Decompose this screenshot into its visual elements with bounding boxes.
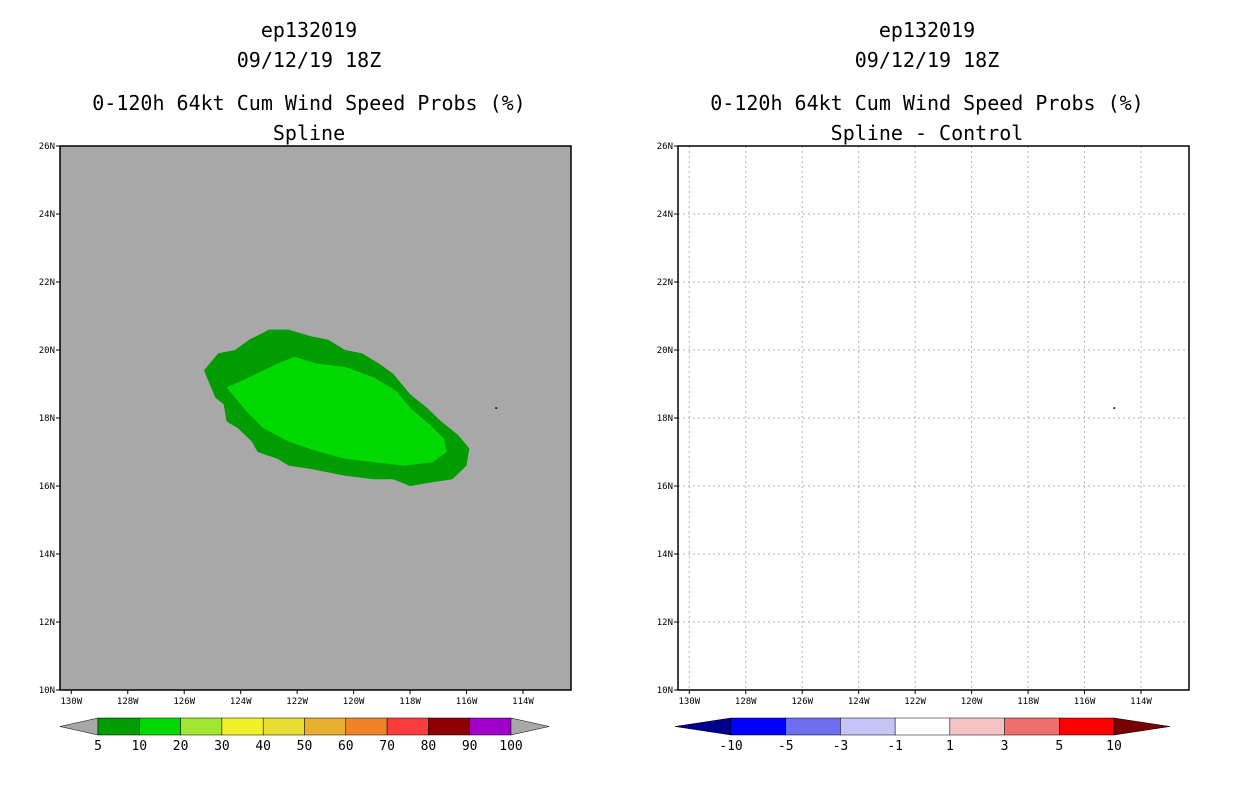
colorbar-label: 10 [131, 739, 147, 754]
colorbar-label: 50 [297, 739, 313, 754]
storm-marker [1113, 407, 1116, 409]
colorbar-swatch [949, 717, 1005, 736]
colorbar-over-arrow [510, 717, 550, 736]
colorbar-label: 100 [499, 739, 522, 754]
colorbar-swatch [345, 717, 388, 736]
x-tick-label: 118W [1017, 697, 1039, 707]
colorbar-swatch [262, 717, 305, 736]
colorbar-swatch [386, 717, 429, 736]
x-tick-label: 116W [456, 697, 478, 707]
colorbar-label: -1 [887, 739, 903, 754]
colorbar-swatch [221, 717, 264, 736]
x-tick-label: 130W [678, 697, 700, 707]
colorbar-swatch [1059, 717, 1115, 736]
colorbar: -10 -5 -3 -1 1 3 5 10 [674, 717, 1171, 754]
title-line-1: ep132019 [261, 18, 357, 42]
x-tick-label: 126W [791, 697, 813, 707]
title-line-2: 09/12/19 18Z [855, 48, 1000, 72]
x-tick-label: 118W [399, 697, 421, 707]
x-tick-label: 126W [173, 697, 195, 707]
y-tick-label: 12N [39, 618, 55, 628]
colorbar-label: 60 [338, 739, 354, 754]
colorbar-swatch [180, 717, 223, 736]
title-line-1: ep132019 [879, 18, 975, 42]
colorbar-swatch [785, 717, 841, 736]
colorbar-over-arrow [1113, 717, 1171, 736]
y-tick-label: 18N [657, 414, 673, 424]
y-tick-label: 14N [39, 550, 55, 560]
colorbar-label: 40 [255, 739, 271, 754]
x-tick-label: 130W [60, 697, 82, 707]
x-tick-label: 128W [117, 697, 139, 707]
x-tick-label: 124W [848, 697, 870, 707]
x-tick-label: 122W [904, 697, 926, 707]
title-line-4: Spline [273, 121, 345, 145]
y-tick-label: 22N [39, 278, 55, 288]
colorbar-swatch [139, 717, 181, 736]
x-tick-label: 116W [1074, 697, 1096, 707]
colorbar: 5 10 20 30 40 50 60 70 80 90 100 [59, 717, 550, 754]
y-tick-label: 10N [657, 686, 673, 696]
x-tick-label: 128W [735, 697, 757, 707]
y-tick-label: 20N [39, 346, 55, 356]
colorbar-label: 70 [379, 739, 395, 754]
colorbar-label: -10 [719, 739, 742, 754]
colorbar-label: 10 [1106, 739, 1122, 754]
x-tick-label: 120W [961, 697, 983, 707]
y-tick-label: 20N [657, 346, 673, 356]
colorbar-swatch [1004, 717, 1060, 736]
title-line-3: 0-120h 64kt Cum Wind Speed Probs (%) [92, 91, 525, 115]
colorbar-label: 3 [1001, 739, 1009, 754]
colorbar-under-arrow [674, 717, 732, 736]
y-tick-label: 26N [39, 142, 55, 152]
y-tick-label: 24N [39, 210, 55, 220]
x-tick-label: 114W [512, 697, 534, 707]
x-tick-label: 120W [343, 697, 365, 707]
colorbar-swatch [428, 717, 470, 736]
title-line-2: 09/12/19 18Z [237, 48, 382, 72]
colorbar-swatch [730, 717, 786, 736]
colorbar-label: 5 [1055, 739, 1063, 754]
y-tick-label: 10N [39, 686, 55, 696]
colorbar-under-arrow [59, 717, 99, 736]
y-tick-label: 24N [657, 210, 673, 220]
colorbar-swatch [469, 717, 512, 736]
y-tick-label: 16N [657, 482, 673, 492]
contour-10-20 [226, 356, 447, 466]
colorbar-label: -3 [833, 739, 849, 754]
y-tick-label: 16N [39, 482, 55, 492]
panel-2: ep132019 09/12/19 18Z 0-120h 64kt Cum Wind… [657, 18, 1190, 754]
x-tick-label: 114W [1130, 697, 1152, 707]
colorbar-label: 20 [173, 739, 189, 754]
x-tick-label: 122W [286, 697, 308, 707]
colorbar-label: 5 [94, 739, 102, 754]
colorbar-label: 80 [421, 739, 437, 754]
y-tick-label: 14N [657, 550, 673, 560]
y-tick-label: 22N [657, 278, 673, 288]
colorbar-label: 1 [946, 739, 954, 754]
y-tick-label: 18N [39, 414, 55, 424]
y-tick-label: 12N [657, 618, 673, 628]
x-tick-label: 124W [230, 697, 252, 707]
colorbar-swatch [894, 717, 951, 736]
y-tick-label: 26N [657, 142, 673, 152]
colorbar-swatch [840, 717, 896, 736]
colorbar-label: 30 [214, 739, 230, 754]
storm-marker [495, 407, 498, 409]
colorbar-swatch [304, 717, 347, 736]
colorbar-label: 90 [462, 739, 478, 754]
colorbar-swatch [97, 717, 140, 736]
title-line-4: Spline - Control [831, 121, 1024, 145]
colorbar-label: -5 [778, 739, 794, 754]
panel-1: ep132019 09/12/19 18Z 0-120h 64kt Cum Wind… [39, 18, 572, 754]
title-line-3: 0-120h 64kt Cum Wind Speed Probs (%) [710, 91, 1143, 115]
